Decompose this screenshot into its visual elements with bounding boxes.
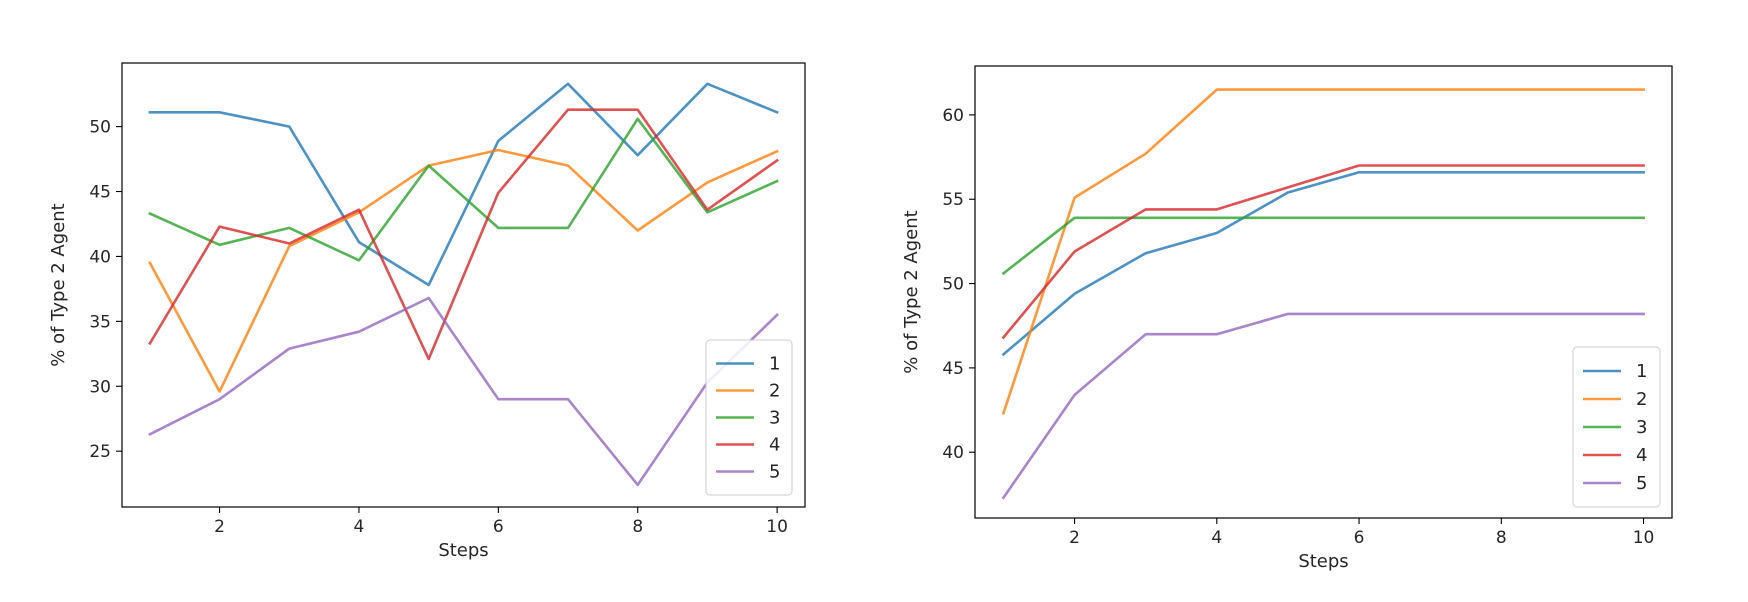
legend: 1 2 3 4 5: [705, 339, 793, 496]
x-axis-label: Steps: [1298, 551, 1348, 572]
x-tick-label: 4: [1211, 528, 1222, 548]
x-tick-label: 2: [1069, 528, 1080, 548]
legend-label-5: 5: [769, 462, 780, 483]
legend-label-4: 4: [1636, 445, 1647, 466]
x-tick-label: 6: [493, 517, 504, 537]
legend-label-3: 3: [769, 408, 780, 429]
legend-label-2: 2: [1636, 389, 1647, 410]
series-line-4: [148, 108, 779, 361]
legend: 1 2 3 4 5: [1572, 346, 1661, 508]
y-tick-label: 25: [89, 442, 111, 462]
series-line-1: [148, 82, 779, 287]
series-line-2: [148, 148, 779, 393]
y-axis-label: % of Type 2 Agent: [901, 210, 922, 373]
y-axis-label: % of Type 2 Agent: [48, 203, 69, 366]
y-tick-label: 35: [89, 312, 111, 332]
legend-label-4: 4: [769, 435, 780, 456]
x-axis-label: Steps: [438, 540, 488, 561]
y-tick-label: 50: [89, 118, 111, 138]
y-tick-label: 30: [89, 377, 111, 397]
legend-label-1: 1: [769, 354, 780, 375]
x-tick-label: 2: [214, 517, 225, 537]
y-tick-label: 40: [942, 443, 964, 463]
y-tick-label: 55: [942, 190, 964, 210]
series-line-5: [1001, 312, 1645, 500]
legend-label-5: 5: [1636, 473, 1647, 494]
series-line-1: [1001, 171, 1645, 357]
x-tick-label: 8: [1496, 528, 1507, 548]
x-tick-label: 10: [766, 517, 788, 537]
series-line-4: [1001, 164, 1645, 340]
series-line-2: [1001, 88, 1645, 416]
x-tick-label: 4: [354, 517, 365, 537]
series-line-3: [1001, 216, 1645, 276]
y-tick-label: 60: [942, 106, 964, 126]
legend-label-3: 3: [1636, 417, 1647, 438]
y-tick-label: 45: [89, 183, 111, 203]
x-tick-label: 10: [1633, 528, 1655, 548]
x-tick-label: 6: [1354, 528, 1365, 548]
y-tick-label: 50: [942, 275, 964, 295]
legend-label-1: 1: [1636, 361, 1647, 382]
x-tick-label: 8: [632, 517, 643, 537]
axes-frame: [121, 62, 806, 508]
series-line-3: [148, 117, 779, 262]
y-tick-label: 40: [89, 247, 111, 267]
legend-label-2: 2: [769, 381, 780, 402]
axes-frame: [974, 65, 1673, 519]
y-tick-label: 45: [942, 359, 964, 379]
series-line-5: [148, 296, 779, 487]
